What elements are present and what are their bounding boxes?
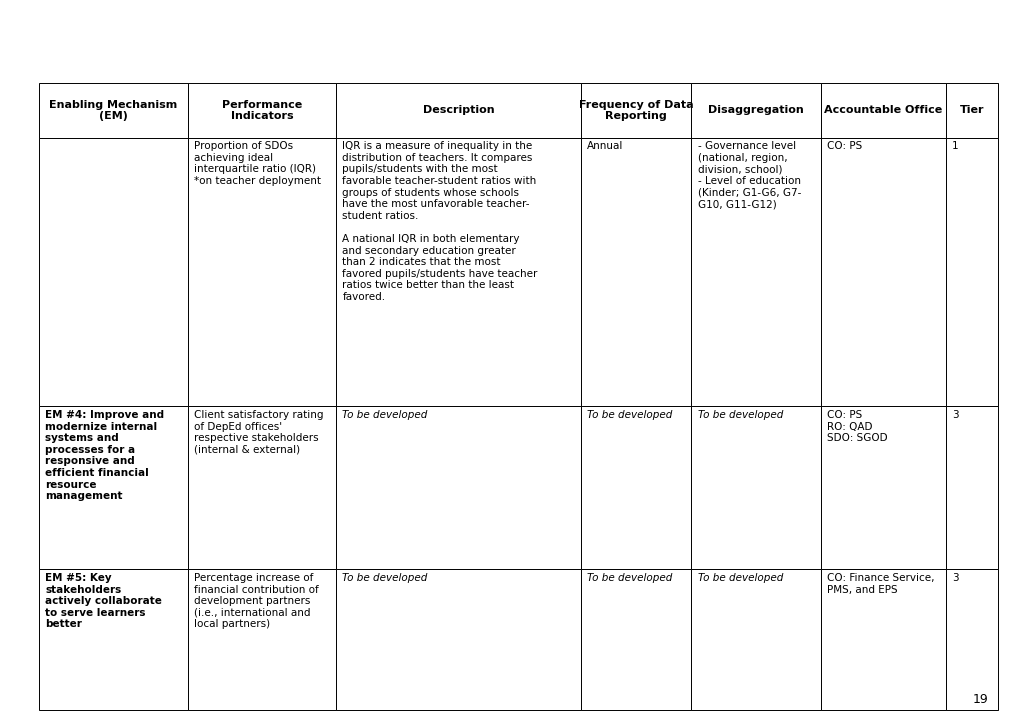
Text: EM #5: Key
stakeholders
actively collaborate
to serve learners
better: EM #5: Key stakeholders actively collabo… <box>45 573 162 629</box>
Bar <box>187 83 336 138</box>
Text: Frequency of Data
Reporting: Frequency of Data Reporting <box>579 100 693 121</box>
Bar <box>336 569 581 710</box>
Bar <box>821 406 945 569</box>
Bar <box>945 406 998 569</box>
Text: To be developed: To be developed <box>697 410 783 420</box>
Text: EM #4: Improve and
modernize internal
systems and
processes for a
responsive and: EM #4: Improve and modernize internal sy… <box>45 410 164 501</box>
Bar <box>39 406 187 569</box>
Text: To be developed: To be developed <box>342 410 428 420</box>
Text: CO: PS
RO: QAD
SDO: SGOD: CO: PS RO: QAD SDO: SGOD <box>827 410 888 443</box>
Bar <box>187 406 336 569</box>
Bar <box>945 138 998 406</box>
Text: To be developed: To be developed <box>697 573 783 583</box>
Text: Annual: Annual <box>587 141 624 151</box>
Bar <box>821 83 945 138</box>
Text: CO: PS: CO: PS <box>827 141 862 151</box>
Bar <box>187 569 336 710</box>
Bar <box>821 138 945 406</box>
Bar <box>691 138 821 406</box>
Text: Description: Description <box>423 106 495 115</box>
Text: 3: 3 <box>951 573 958 583</box>
Text: Accountable Office: Accountable Office <box>824 106 942 115</box>
Bar <box>39 83 187 138</box>
Bar <box>336 83 581 138</box>
Text: Enabling Mechanism
(EM): Enabling Mechanism (EM) <box>49 100 177 121</box>
Text: To be developed: To be developed <box>587 573 673 583</box>
Text: Proportion of SDOs
achieving ideal
interquartile ratio (IQR)
*on teacher deploym: Proportion of SDOs achieving ideal inter… <box>194 141 321 186</box>
Text: IQR is a measure of inequality in the
distribution of teachers. It compares
pupi: IQR is a measure of inequality in the di… <box>342 141 538 302</box>
Bar <box>945 83 998 138</box>
Text: - Governance level
(national, region,
division, school)
- Level of education
(Ki: - Governance level (national, region, di… <box>697 141 801 209</box>
Text: 1: 1 <box>951 141 958 151</box>
Bar <box>39 138 187 406</box>
Text: Client satisfactory rating
of DepEd offices'
respective stakeholders
(internal &: Client satisfactory rating of DepEd offi… <box>194 410 324 455</box>
Text: Performance
Indicators: Performance Indicators <box>222 100 302 121</box>
Text: To be developed: To be developed <box>342 573 428 583</box>
Bar <box>821 569 945 710</box>
Text: Disaggregation: Disaggregation <box>709 106 804 115</box>
Bar <box>39 569 187 710</box>
Bar <box>691 83 821 138</box>
Bar <box>336 406 581 569</box>
Bar <box>581 83 691 138</box>
Bar <box>691 569 821 710</box>
Text: CO: Finance Service,
PMS, and EPS: CO: Finance Service, PMS, and EPS <box>827 573 935 594</box>
Text: 19: 19 <box>973 693 988 706</box>
Text: Percentage increase of
financial contribution of
development partners
(i.e., int: Percentage increase of financial contrib… <box>194 573 318 629</box>
Bar <box>581 138 691 406</box>
Text: 3: 3 <box>951 410 958 420</box>
Bar <box>945 569 998 710</box>
Bar <box>187 138 336 406</box>
Bar <box>581 406 691 569</box>
Text: Tier: Tier <box>959 106 984 115</box>
Bar <box>581 569 691 710</box>
Bar <box>336 138 581 406</box>
Bar <box>691 406 821 569</box>
Text: To be developed: To be developed <box>587 410 673 420</box>
